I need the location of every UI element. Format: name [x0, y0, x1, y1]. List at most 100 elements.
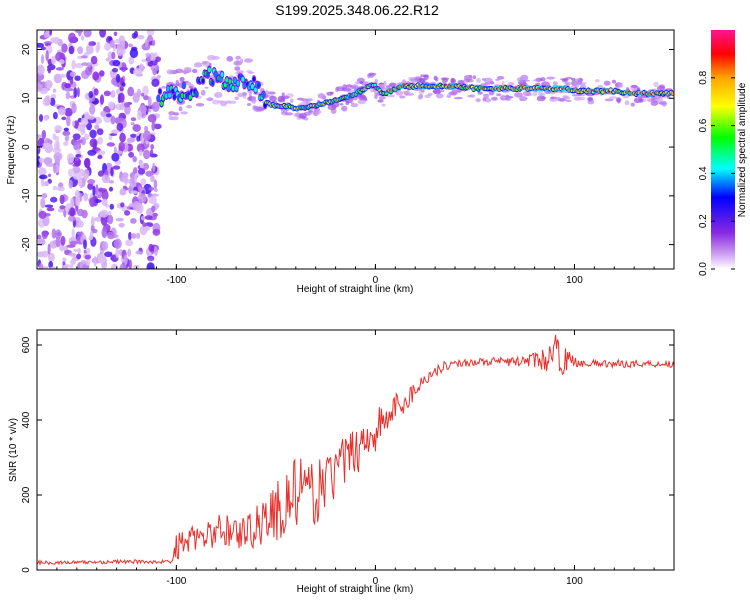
- noise-blob: [141, 225, 151, 232]
- noise-blob: [56, 232, 62, 236]
- noise-blob: [144, 215, 153, 221]
- noise-blob: [72, 166, 81, 174]
- noise-blob: [50, 196, 58, 203]
- halo-blob: [192, 68, 198, 74]
- noise-blob: [152, 228, 161, 236]
- halo-blob: [329, 91, 334, 94]
- noise-blob: [41, 231, 48, 240]
- noise-blob: [90, 55, 98, 65]
- noise-blob: [55, 236, 61, 248]
- halo-blob: [522, 90, 532, 97]
- noise-blob: [47, 252, 55, 262]
- halo-blob: [264, 90, 270, 94]
- halo-blob: [339, 103, 344, 106]
- noise-blob: [37, 64, 45, 76]
- halo-blob: [206, 97, 214, 102]
- noise-blob: [136, 88, 142, 97]
- halo-blob: [650, 100, 659, 106]
- halo-blob: [158, 75, 162, 78]
- halo-blob: [436, 93, 444, 99]
- halo-blob: [484, 97, 492, 103]
- noise-blob: [58, 107, 66, 116]
- halo-blob: [565, 99, 572, 103]
- noise-blob: [76, 220, 84, 228]
- noise-blob: [127, 248, 131, 257]
- noise-blob: [80, 55, 88, 59]
- noise-blob: [115, 73, 121, 83]
- ridge-core: [195, 91, 199, 97]
- noise-blob: [76, 148, 80, 156]
- halo-blob: [277, 95, 286, 102]
- noise-blob: [108, 101, 115, 110]
- noise-blob: [123, 102, 131, 108]
- halo-blob: [381, 103, 386, 107]
- snr-xlabel: Height of straight line (km): [297, 584, 414, 595]
- noise-blob: [119, 188, 127, 196]
- noise-blob: [80, 35, 85, 41]
- noise-blob: [86, 247, 91, 254]
- noise-blob: [137, 193, 147, 203]
- noise-blob: [40, 176, 45, 187]
- noise-blob: [142, 85, 149, 96]
- noise-blob: [152, 68, 157, 76]
- ridge-core: [241, 76, 245, 82]
- noise-blob: [144, 39, 149, 48]
- noise-blob: [92, 71, 100, 81]
- noise-blob: [76, 253, 82, 260]
- halo-blob: [653, 81, 659, 88]
- spectrogram-ytick-label: 0: [21, 144, 32, 150]
- noise-blob: [77, 46, 84, 55]
- noise-blob: [38, 263, 44, 269]
- noise-blob: [128, 259, 132, 269]
- noise-blob: [90, 216, 95, 227]
- halo-blob: [637, 95, 643, 99]
- noise-blob: [46, 207, 55, 212]
- noise-blob: [99, 94, 105, 105]
- noise-blob: [93, 88, 99, 96]
- noise-blob: [41, 193, 48, 199]
- halo-blob: [299, 112, 307, 119]
- snr-xtick-label: 100: [566, 576, 583, 587]
- noise-blob: [75, 154, 82, 158]
- noise-blob: [64, 83, 71, 89]
- noise-blob: [75, 196, 81, 207]
- noise-blob: [110, 115, 116, 125]
- halo-blob: [571, 94, 578, 97]
- ridge-core: [164, 93, 168, 99]
- noise-blob: [112, 165, 121, 170]
- snr-xtick-label: -100: [166, 576, 186, 587]
- halo-blob: [630, 102, 636, 107]
- noise-blob: [89, 104, 96, 115]
- noise-blob: [82, 264, 88, 269]
- halo-blob: [420, 89, 425, 93]
- noise-blob: [76, 87, 80, 98]
- ridge-core: [233, 78, 237, 83]
- noise-blob: [119, 86, 124, 92]
- noise-blob: [150, 57, 156, 61]
- noise-blob: [148, 195, 157, 204]
- noise-blob: [89, 230, 94, 241]
- halo-blob: [490, 81, 495, 85]
- noise-blob: [37, 42, 45, 48]
- noise-blob: [37, 134, 42, 139]
- noise-blob: [110, 263, 119, 269]
- noise-blob: [73, 141, 82, 151]
- noise-blob: [101, 241, 109, 251]
- noise-blob: [83, 239, 87, 250]
- noise-blob: [154, 188, 158, 193]
- noise-blob: [97, 253, 106, 264]
- noise-blob: [111, 51, 116, 60]
- noise-blob: [73, 248, 81, 253]
- noise-blob: [80, 128, 86, 136]
- noise-blob: [37, 72, 45, 81]
- noise-blob: [147, 96, 152, 107]
- snr-marks: [37, 334, 674, 567]
- noise-blob: [81, 62, 89, 66]
- halo-blob: [410, 77, 420, 83]
- halo-blob: [207, 54, 216, 61]
- noise-blob: [73, 87, 78, 99]
- noise-blob: [112, 67, 118, 73]
- halo-blob: [186, 105, 193, 109]
- noise-blob: [39, 174, 48, 180]
- noise-blob: [65, 91, 71, 100]
